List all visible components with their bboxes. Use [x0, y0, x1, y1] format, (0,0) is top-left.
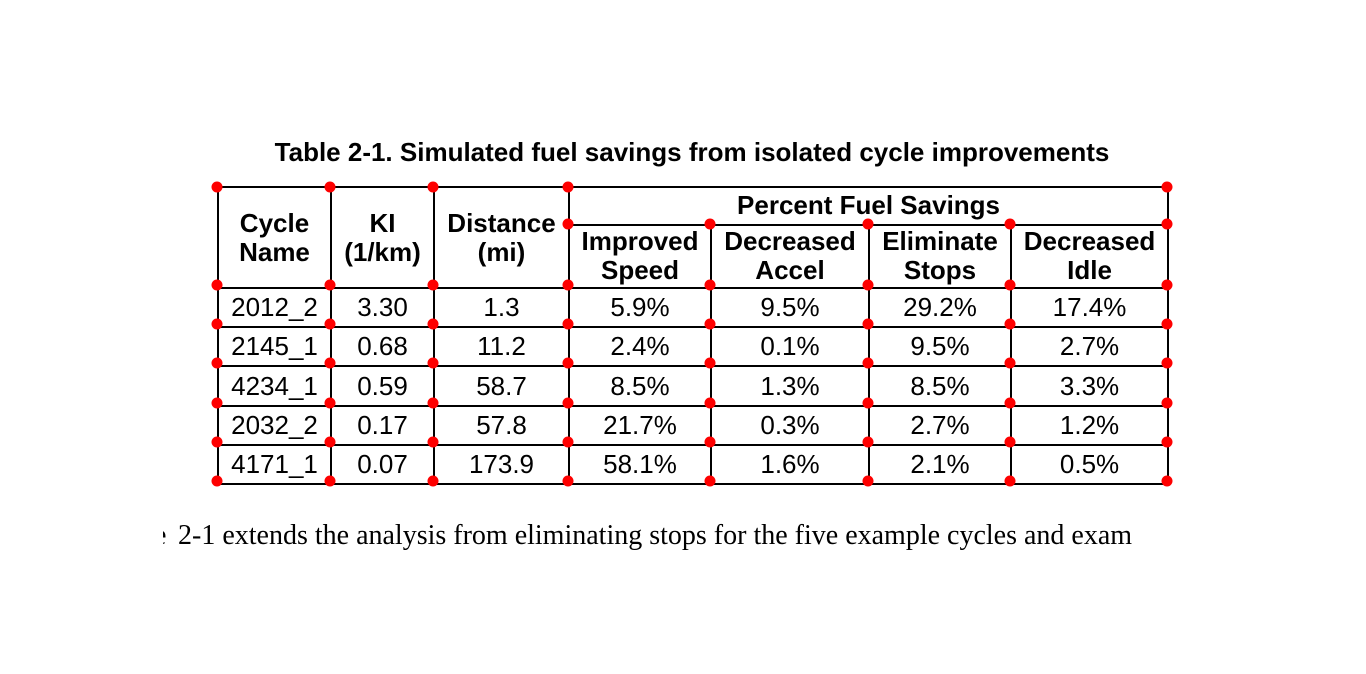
- cell-distance: 58.7: [433, 365, 570, 407]
- cell-decreased-idle: 3.3%: [1009, 365, 1170, 407]
- cell-cycle-name: 4171_1: [217, 444, 332, 485]
- col-header-ki: KI (1/km): [330, 186, 435, 289]
- cell-distance: 173.9: [433, 444, 570, 485]
- cell-ki: 0.59: [330, 365, 435, 407]
- cell-distance: 57.8: [433, 405, 570, 446]
- cell-ki: 3.30: [330, 287, 435, 328]
- cell-distance: 11.2: [433, 326, 570, 367]
- cell-improved-speed: 5.9%: [568, 287, 712, 328]
- cell-decreased-idle: 2.7%: [1009, 326, 1170, 367]
- cell-decreased-accel: 9.5%: [710, 287, 870, 328]
- table-row: 2032_2 0.17 57.8 21.7% 0.3% 2.7% 1.2%: [217, 405, 1170, 446]
- header-row-group: Cycle Name KI (1/km) Distance (mi) Perce…: [217, 186, 1170, 289]
- cell-decreased-idle: 1.2%: [1009, 405, 1170, 446]
- cell-decreased-accel: 1.3%: [710, 365, 870, 407]
- cell-decreased-idle: 17.4%: [1009, 287, 1170, 328]
- clipped-letter: e: [163, 518, 166, 554]
- cell-improved-speed: 8.5%: [568, 365, 712, 407]
- col-header-eliminate-stops: Eliminate Stops: [868, 223, 1012, 290]
- cell-ki: 0.17: [330, 405, 435, 446]
- clipped-text-fragment: e: [163, 518, 168, 554]
- cell-eliminate-stops: 2.7%: [868, 405, 1012, 446]
- cell-ki: 0.68: [330, 326, 435, 367]
- cell-cycle-name: 4234_1: [217, 365, 332, 407]
- cell-cycle-name: 2012_2: [217, 287, 332, 328]
- cell-decreased-accel: 1.6%: [710, 444, 870, 485]
- cell-eliminate-stops: 29.2%: [868, 287, 1012, 328]
- cell-eliminate-stops: 8.5%: [868, 365, 1012, 407]
- cell-cycle-name: 2145_1: [217, 326, 332, 367]
- col-header-decreased-accel: Decreased Accel: [710, 223, 870, 290]
- table-caption: Table 2-1. Simulated fuel savings from i…: [274, 137, 1110, 167]
- table-row: 4234_1 0.59 58.7 8.5% 1.3% 8.5% 3.3%: [217, 365, 1170, 407]
- cell-ki: 0.07: [330, 444, 435, 485]
- cell-cycle-name: 2032_2: [217, 405, 332, 446]
- header-row-sub: Improved Speed Decreased Accel Eliminate…: [218, 223, 1170, 290]
- cell-decreased-idle: 0.5%: [1009, 444, 1170, 485]
- col-header-improved-speed: Improved Speed: [568, 223, 712, 290]
- cell-distance: 1.3: [433, 287, 570, 328]
- cell-eliminate-stops: 2.1%: [868, 444, 1012, 485]
- cell-eliminate-stops: 9.5%: [868, 326, 1012, 367]
- cell-improved-speed: 21.7%: [568, 405, 712, 446]
- col-header-decreased-idle: Decreased Idle: [1009, 223, 1170, 290]
- col-header-cycle-name: Cycle Name: [217, 186, 332, 289]
- cell-improved-speed: 2.4%: [568, 326, 712, 367]
- table-row: 2145_1 0.68 11.2 2.4% 0.1% 9.5% 2.7%: [217, 326, 1170, 367]
- body-paragraph: 2-1 extends the analysis from eliminatin…: [178, 520, 1133, 551]
- col-header-percent-fuel-savings: Percent Fuel Savings: [567, 186, 1170, 226]
- table-row: 2012_2 3.30 1.3 5.9% 9.5% 29.2% 17.4%: [217, 287, 1170, 328]
- table-row: 4171_1 0.07 173.9 58.1% 1.6% 2.1% 0.5%: [217, 444, 1170, 485]
- cell-improved-speed: 58.1%: [568, 444, 712, 485]
- cell-decreased-accel: 0.1%: [710, 326, 870, 367]
- cell-decreased-accel: 0.3%: [710, 405, 870, 446]
- col-header-distance: Distance (mi): [433, 186, 570, 289]
- fuel-savings-table: Cycle Name KI (1/km) Distance (mi) Perce…: [217, 186, 1170, 485]
